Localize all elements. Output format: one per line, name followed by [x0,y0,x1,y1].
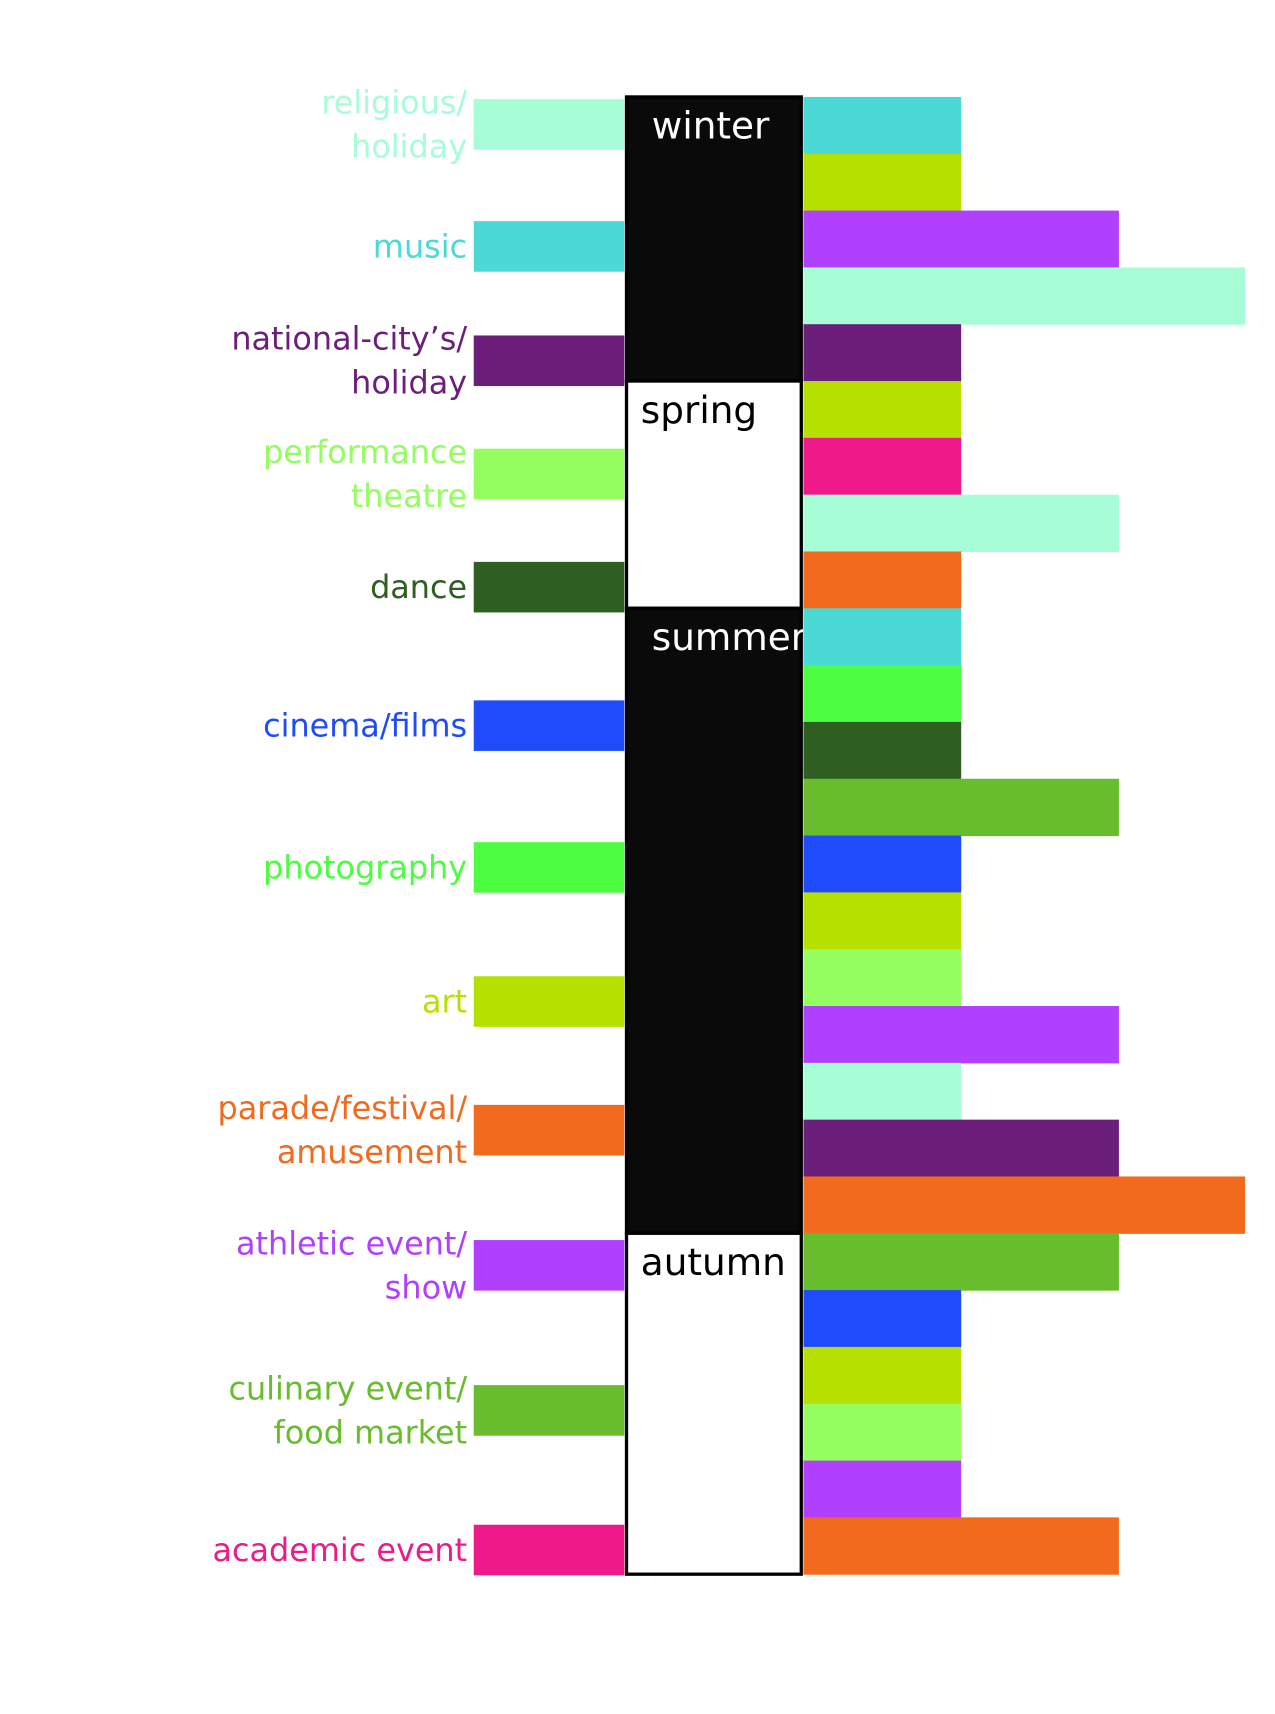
bar [803,1176,1246,1234]
legend-swatch [473,1104,625,1156]
legend-swatch [473,1524,625,1576]
season-label: summer [652,615,807,659]
bar [803,608,962,666]
legend-label: photography [263,848,467,886]
bar [803,1403,962,1462]
season-block [624,95,803,383]
legend-swatch [473,448,625,500]
legend-swatch [473,842,625,893]
legend-label: academic event [212,1531,467,1569]
legend-label: culinary event/ [228,1369,467,1407]
season-label: spring [641,388,757,432]
bar [803,551,962,609]
bar [803,153,962,212]
legend-label: holiday [351,127,467,165]
legend-label: athletic event/ [236,1224,467,1262]
bar [803,1062,962,1121]
legend-label: food market [274,1413,468,1451]
legend-swatch [473,1240,625,1291]
legend-swatch [473,976,625,1027]
bar [803,721,962,780]
legend-label: music [373,227,467,265]
legend-label: theatre [351,477,467,515]
season-label: winter [652,104,770,148]
season-label: autumn [641,1240,786,1284]
legend-swatch [473,221,625,272]
bar [803,437,962,496]
legend-label: religious/ [321,83,467,121]
season-block [624,606,803,1235]
legend-swatch [473,99,625,150]
bar [803,267,1246,325]
legend-swatch [473,700,625,751]
legend-label: holiday [351,364,467,402]
legend-label: show [385,1268,467,1306]
bar [803,1346,962,1405]
bar [803,778,1119,837]
legend-label: national-city’s/ [231,320,467,358]
legend-label: cinema/films [263,707,467,745]
legend-label: art [422,983,467,1021]
season-block [624,1231,803,1576]
bar [803,665,962,723]
bar [803,1517,1119,1575]
bar [803,1119,1119,1178]
bar [803,494,1119,553]
bar [803,1233,1119,1291]
bar [803,1006,1119,1064]
legend-label: dance [370,568,467,606]
bar [803,324,962,382]
legend-swatch [473,1385,625,1436]
bar [803,210,1119,268]
legend-swatch [473,335,625,387]
legend-label: amusement [277,1133,467,1171]
bar [803,892,962,950]
bar [803,1290,962,1348]
season-block [624,379,803,610]
legend-label: performance [263,433,467,471]
bar [803,949,962,1007]
legend-label: parade/festival/ [217,1089,467,1127]
bar [803,1460,962,1518]
bar [803,835,962,893]
bar [803,96,962,155]
bar [803,381,962,439]
legend-swatch [473,561,625,613]
